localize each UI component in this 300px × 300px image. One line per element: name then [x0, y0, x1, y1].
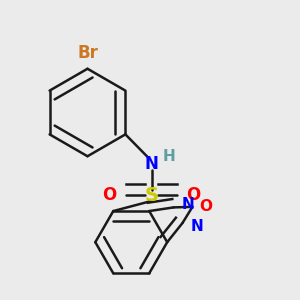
- Text: N: N: [181, 197, 194, 212]
- Text: H: H: [162, 149, 175, 164]
- Text: O: O: [102, 186, 117, 204]
- Text: S: S: [145, 186, 159, 205]
- Text: N: N: [190, 219, 203, 234]
- Text: N: N: [145, 155, 158, 173]
- Text: O: O: [187, 186, 201, 204]
- Text: Br: Br: [77, 44, 98, 62]
- Text: O: O: [199, 200, 212, 214]
